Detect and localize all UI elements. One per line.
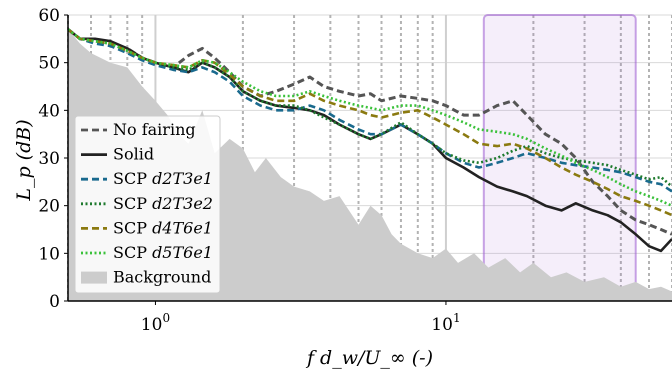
y-tick-label-1: 10 (38, 244, 60, 264)
x-axis-label: f d_w/U_∞ (-) (305, 347, 433, 369)
tick-labels: 0 10 20 30 40 50 60 100 101 (38, 6, 460, 335)
legend-box (74, 115, 221, 294)
highlight-region (482, 14, 637, 301)
legend-swatch-background (81, 271, 107, 284)
series-layer (68, 28, 672, 253)
y-tick-label-2: 20 (38, 197, 60, 217)
legend-label-no-fairing: No fairing (113, 120, 196, 139)
y-tick-label-5: 50 (38, 54, 60, 74)
y-tick-label-6: 60 (38, 6, 60, 26)
highlight-rect (482, 14, 637, 301)
legend-label-solid: Solid (113, 145, 154, 164)
legend-label-scp-d5t6e1: SCP d5T6e1 (113, 243, 213, 262)
series-solid (68, 28, 672, 253)
legend-label-background: Background (113, 268, 211, 287)
x-tick-label-0: 100 (141, 311, 170, 335)
series-scp-d2t3e2 (68, 28, 672, 188)
y-tick-label-4: 40 (38, 101, 60, 121)
y-tick-label-3: 30 (38, 149, 60, 169)
y-axis-label: L_p (dB) (13, 119, 35, 201)
series-scp-d2t3e1 (68, 28, 672, 193)
y-tick-label-0: 0 (49, 292, 60, 312)
legend-label-scp-d2t3e2: SCP d2T3e2 (113, 194, 213, 213)
legend-label-scp-d2t3e1: SCP d2T3e1 (113, 169, 213, 188)
series-scp-d5t6e1 (68, 28, 672, 207)
legend: No fairing Solid SCP d2T3e1 SCP d2T3e2 SCP d… (74, 115, 221, 294)
x-tick-label-1: 101 (431, 311, 460, 335)
legend-label-scp-d4t6e1: SCP d4T6e1 (113, 218, 213, 237)
